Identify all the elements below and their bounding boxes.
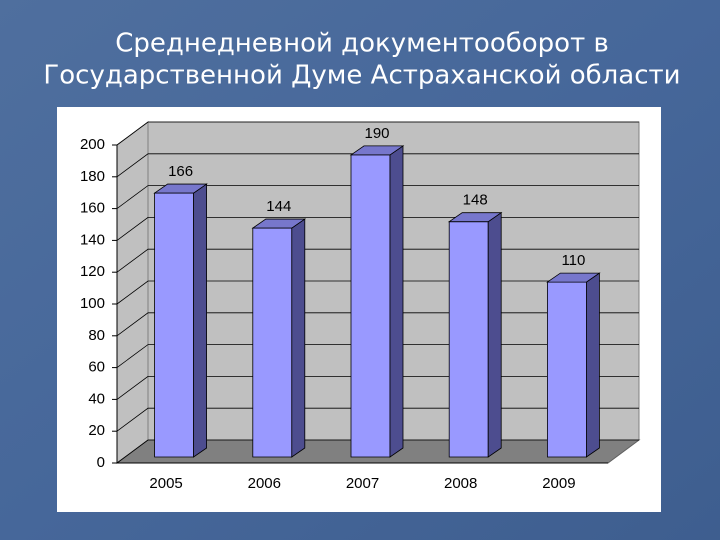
bar bbox=[153, 183, 208, 458]
title-line: Государственной Думе Астраханской област… bbox=[43, 61, 680, 91]
bar-front bbox=[252, 227, 293, 458]
bar-front bbox=[448, 221, 489, 458]
y-tick-label: 60 bbox=[88, 359, 105, 376]
data-label: 166 bbox=[168, 163, 193, 180]
bar-top bbox=[349, 145, 405, 156]
bar-front bbox=[547, 281, 587, 458]
y-tick-label: 140 bbox=[80, 231, 105, 248]
bar-top bbox=[546, 272, 601, 283]
y-tick-label: 0 bbox=[97, 454, 105, 471]
bar-top bbox=[251, 218, 307, 229]
bar bbox=[546, 272, 601, 458]
x-tick-label: 2009 bbox=[542, 475, 575, 492]
y-tick-label: 100 bbox=[80, 295, 105, 312]
data-label: 110 bbox=[561, 252, 585, 269]
bar-top bbox=[153, 183, 208, 194]
bar-top bbox=[447, 212, 503, 223]
bar-side bbox=[193, 183, 208, 458]
x-tick-label: 2005 bbox=[149, 475, 182, 492]
bar bbox=[349, 145, 405, 458]
bar-side bbox=[487, 211, 502, 458]
bar-front bbox=[154, 192, 195, 458]
bar-front bbox=[350, 154, 391, 458]
data-label: 190 bbox=[364, 125, 389, 142]
grid-line bbox=[116, 185, 639, 209]
y-tick-label: 40 bbox=[88, 390, 105, 407]
y-tick-label: 160 bbox=[80, 200, 105, 217]
title-line: Среднедневной документооборот в bbox=[115, 29, 609, 59]
y-tick-label: 80 bbox=[88, 327, 105, 344]
data-label: 144 bbox=[266, 198, 291, 215]
x-tick-label: 2007 bbox=[346, 475, 379, 492]
y-tick-label: 20 bbox=[88, 422, 105, 439]
bar-side bbox=[586, 272, 600, 458]
y-tick-label: 200 bbox=[80, 136, 105, 153]
grid-line bbox=[116, 121, 639, 146]
grid-line bbox=[116, 153, 639, 178]
bar-side bbox=[291, 218, 306, 458]
y-tick-label: 180 bbox=[80, 168, 105, 185]
bar-side bbox=[389, 145, 404, 458]
bar bbox=[447, 211, 503, 458]
x-tick-label: 2006 bbox=[248, 475, 281, 492]
data-label: 148 bbox=[463, 192, 488, 209]
bar bbox=[251, 218, 307, 458]
y-tick-label: 120 bbox=[80, 263, 105, 280]
x-tick-label: 2008 bbox=[444, 475, 477, 492]
